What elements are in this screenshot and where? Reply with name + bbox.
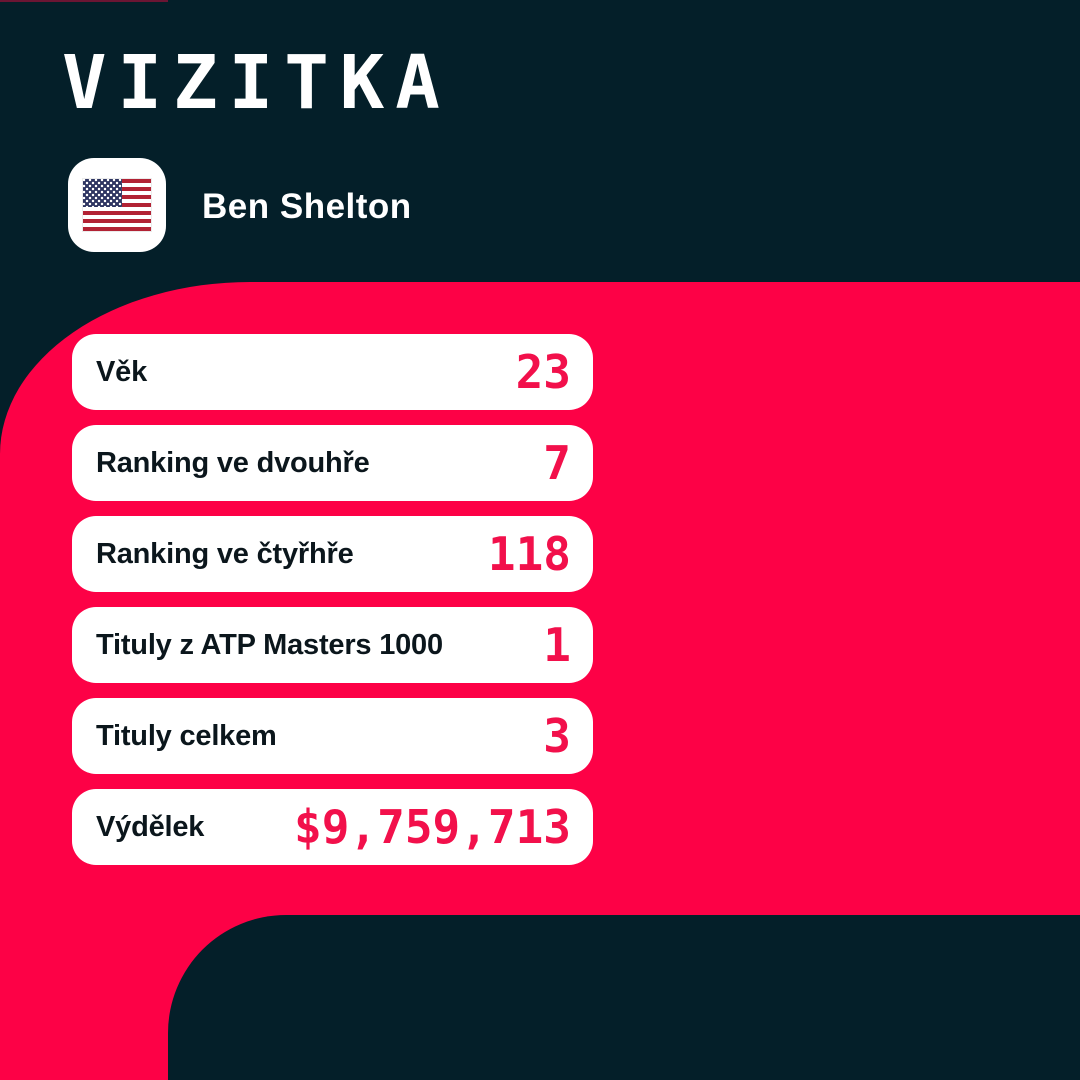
stat-value: 3: [543, 709, 571, 763]
stat-row-1: Ranking ve dvouhře 7: [72, 425, 593, 501]
stat-label: Ranking ve čtyřhře: [96, 537, 354, 570]
stat-value: 23: [515, 345, 571, 399]
stat-row-5: Výdělek $9,759,713: [72, 789, 593, 865]
stat-label: Tituly z ATP Masters 1000: [96, 628, 443, 661]
player-name: Ben Shelton: [202, 187, 412, 226]
stat-value: 1: [543, 618, 571, 672]
background-navy-bottom: [168, 915, 1080, 1080]
background-pink-sliver: [0, 0, 168, 2]
stat-value: $9,759,713: [294, 800, 571, 854]
flag-canton: [83, 179, 122, 207]
stat-row-0: Věk 23: [72, 334, 593, 410]
stat-label: Tituly celkem: [96, 719, 277, 752]
stats-list: Věk 23 Ranking ve dvouhře 7 Ranking ve č…: [72, 334, 593, 865]
stat-value: 7: [543, 436, 571, 490]
stat-label: Ranking ve dvouhře: [96, 446, 370, 479]
stat-label: Výdělek: [96, 810, 205, 843]
stat-label: Věk: [96, 355, 147, 388]
stat-row-3: Tituly z ATP Masters 1000 1: [72, 607, 593, 683]
page-title: VIZITKA: [62, 40, 451, 126]
stat-value: 118: [487, 527, 571, 581]
stat-row-2: Ranking ve čtyřhře 118: [72, 516, 593, 592]
usa-flag-icon: [82, 178, 152, 232]
stat-row-4: Tituly celkem 3: [72, 698, 593, 774]
flag-card: [68, 158, 166, 252]
